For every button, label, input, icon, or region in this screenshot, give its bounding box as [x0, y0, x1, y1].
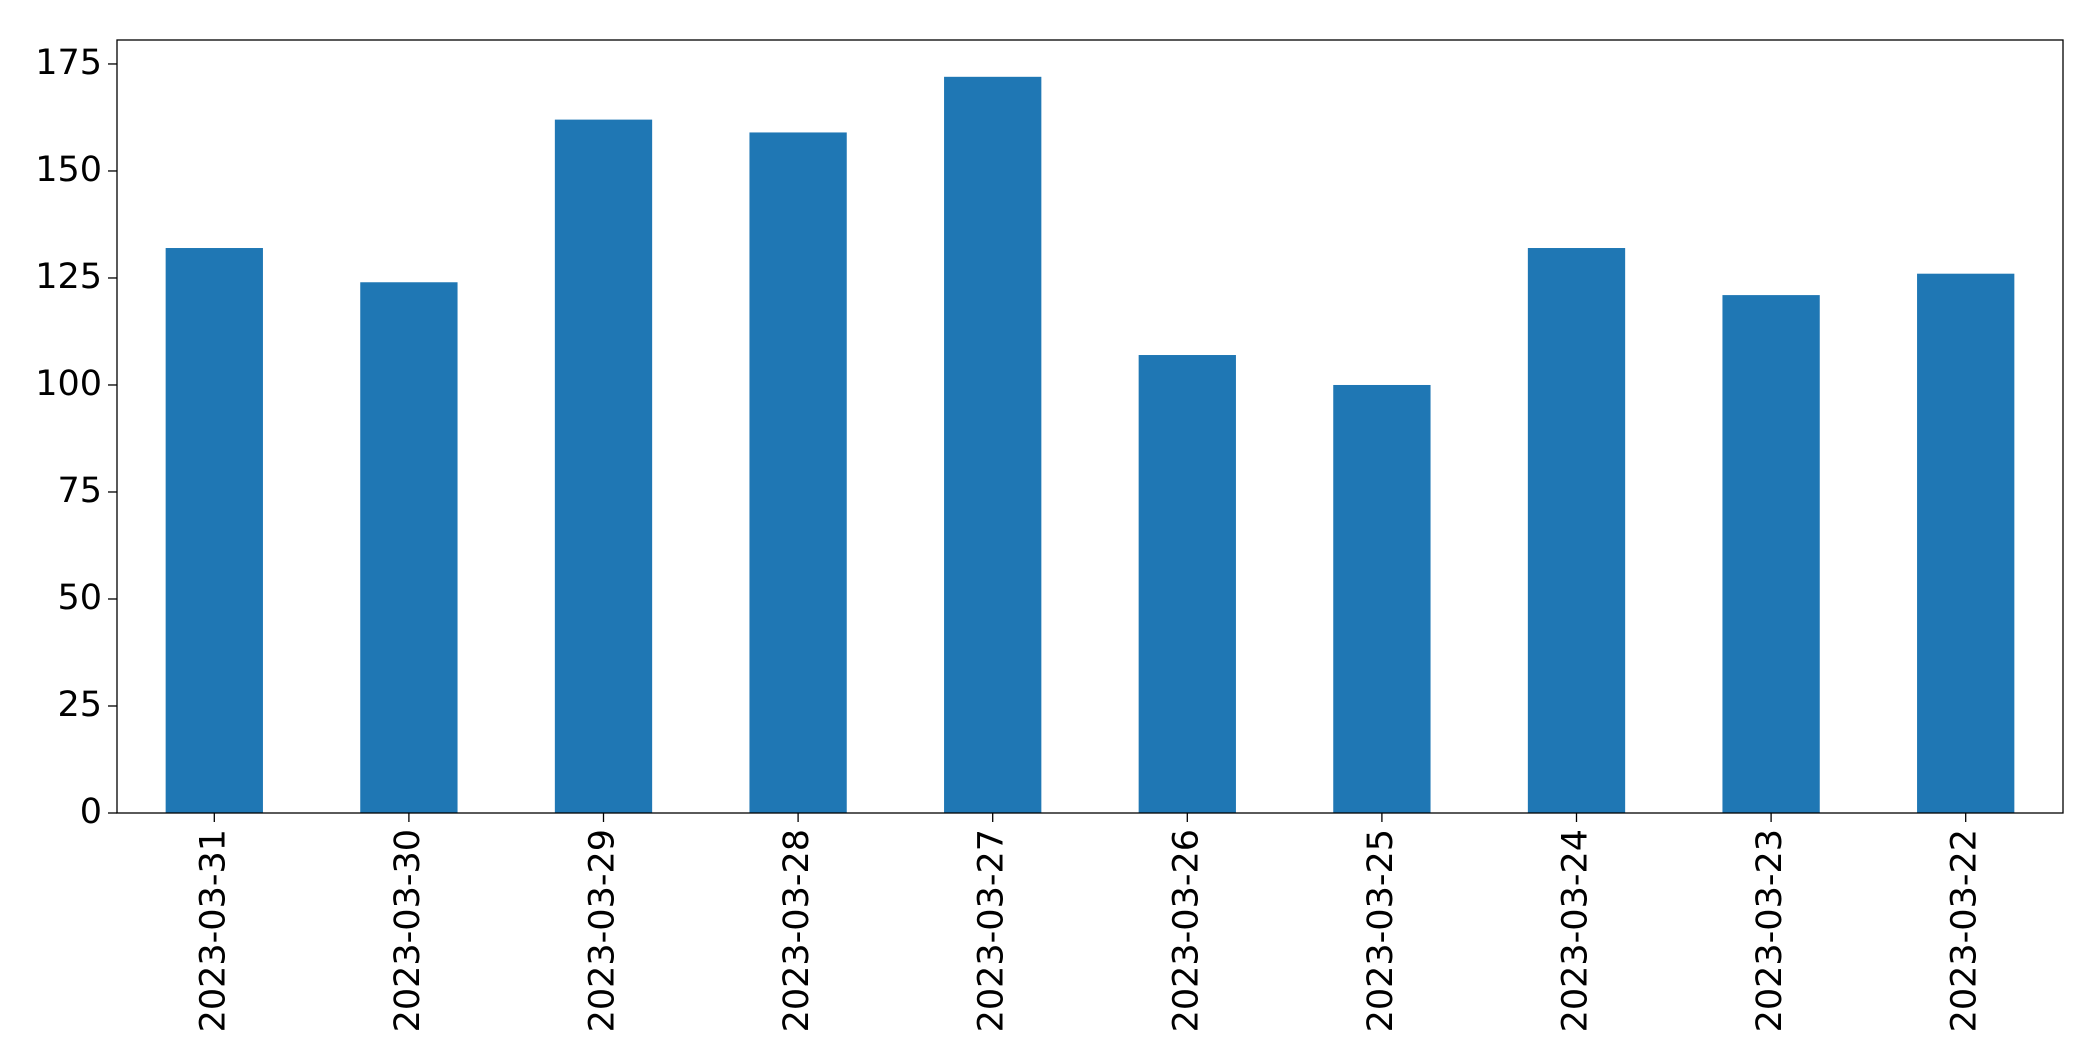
bar	[1917, 273, 2015, 814]
plot-frame	[116, 39, 2064, 814]
y-tick-label: 75	[57, 471, 102, 511]
x-tick-label: 2023-03-29	[583, 829, 623, 1032]
y-tick-label: 50	[57, 578, 102, 618]
x-tick-label: 2023-03-28	[777, 829, 817, 1032]
bar	[1527, 248, 1626, 814]
bar	[1138, 355, 1236, 813]
y-tick-label: 150	[35, 150, 102, 190]
bar	[554, 119, 653, 813]
x-tick-label: 2023-03-30	[388, 829, 428, 1032]
bar	[360, 282, 458, 813]
x-tick-label: 2023-03-22	[1945, 829, 1985, 1032]
x-tick-label: 2023-03-24	[1556, 829, 1596, 1032]
x-tick-label: 2023-03-25	[1361, 829, 1401, 1032]
bar	[1333, 384, 1431, 813]
bar	[165, 248, 263, 814]
x-tick-label: 2023-03-31	[193, 829, 233, 1032]
x-tick-label: 2023-03-23	[1750, 829, 1790, 1032]
y-tick-label: 100	[35, 364, 102, 404]
y-tick-label: 175	[35, 43, 102, 83]
y-tick-label: 25	[57, 685, 102, 725]
bar	[1722, 295, 1820, 813]
x-tick-label: 2023-03-27	[972, 829, 1012, 1032]
x-tick-label: 2023-03-26	[1166, 829, 1206, 1032]
bar	[944, 76, 1042, 814]
y-tick-label: 0	[80, 792, 102, 832]
bar	[749, 132, 847, 813]
y-tick-label: 125	[35, 257, 102, 297]
